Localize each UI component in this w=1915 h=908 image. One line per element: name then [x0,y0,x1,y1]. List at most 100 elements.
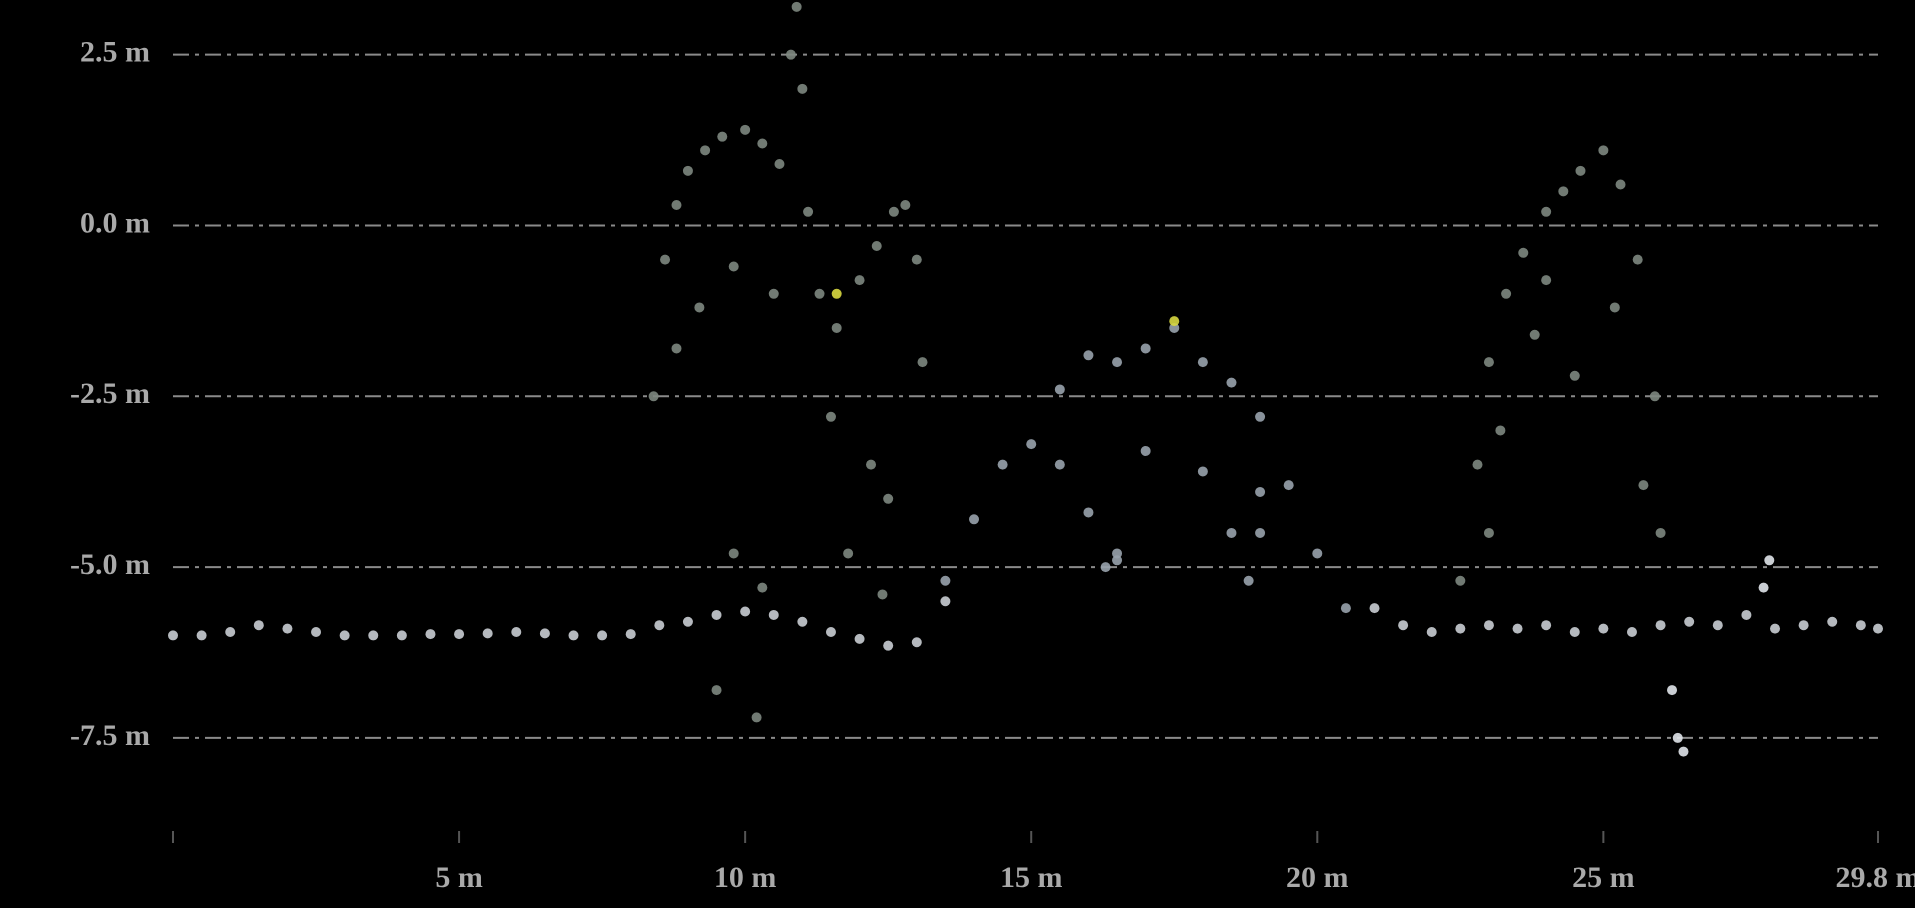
point [729,548,739,558]
point [654,620,664,630]
point [912,637,922,647]
chart: 2.5 m0.0 m-2.5 m-5.0 m-7.5 m5 m10 m15 m2… [0,0,1915,908]
point [1673,733,1683,743]
y-tick-label: -5.0 m [70,548,150,581]
point [1455,576,1465,586]
page: 2.5 m0.0 m-2.5 m-5.0 m-7.5 m5 m10 m15 m2… [0,0,1915,908]
point [1255,412,1265,422]
point [1495,425,1505,435]
point [1633,255,1643,265]
point [1255,528,1265,538]
point [803,207,813,217]
point [1226,378,1236,388]
point [671,343,681,353]
point [740,125,750,135]
point [1856,620,1866,630]
point [872,241,882,251]
point [1656,528,1666,538]
point [671,200,681,210]
point [1427,627,1437,637]
y-tick-label: -7.5 m [70,719,150,752]
x-tick-label: 15 m [1000,861,1063,894]
point [1284,480,1294,490]
point [889,207,899,217]
y-tick-label: 2.5 m [80,36,150,69]
point [197,630,207,640]
point [740,607,750,617]
point [254,620,264,630]
point [769,289,779,299]
point [1484,620,1494,630]
point [1083,507,1093,517]
point [1169,316,1179,326]
point [786,50,796,60]
background [0,0,1915,908]
point [1484,357,1494,367]
point [752,712,762,722]
point [855,634,865,644]
point [826,627,836,637]
point [1055,384,1065,394]
point [940,596,950,606]
point [1513,624,1523,634]
point [1112,555,1122,565]
point [1741,610,1751,620]
point [1627,627,1637,637]
point [1398,620,1408,630]
point [597,630,607,640]
point [1530,330,1540,340]
point [1667,685,1677,695]
point [729,261,739,271]
point [866,460,876,470]
point [1575,166,1585,176]
point [425,629,435,639]
point [454,629,464,639]
point [792,2,802,12]
point [757,138,767,148]
point [769,610,779,620]
x-tick-label: 10 m [714,861,777,894]
point [1083,350,1093,360]
y-tick-label: -2.5 m [70,377,150,410]
point [626,629,636,639]
point [1678,747,1688,757]
point [1873,624,1883,634]
point [700,145,710,155]
point [912,255,922,265]
point [797,617,807,627]
point [717,132,727,142]
point [1616,179,1626,189]
point [774,159,784,169]
point [1558,186,1568,196]
point [877,589,887,599]
point [1764,555,1774,565]
y-tick-label: 0.0 m [80,206,150,239]
point [1570,627,1580,637]
point [1112,357,1122,367]
point [1541,207,1551,217]
point [1141,446,1151,456]
point [1055,460,1065,470]
point [1472,460,1482,470]
point [368,630,378,640]
point [1484,528,1494,538]
point [1770,624,1780,634]
point [855,275,865,285]
point [1541,620,1551,630]
point [1026,439,1036,449]
point [815,289,825,299]
x-tick-label: 25 m [1572,861,1635,894]
x-tick-label: 29.8 m [1836,861,1915,894]
point [998,460,1008,470]
point [340,630,350,640]
point [1650,391,1660,401]
point [540,628,550,638]
point [918,357,928,367]
point [832,289,842,299]
point [168,630,178,640]
point [1501,289,1511,299]
point [712,685,722,695]
point [843,548,853,558]
point [225,627,235,637]
point [569,630,579,640]
